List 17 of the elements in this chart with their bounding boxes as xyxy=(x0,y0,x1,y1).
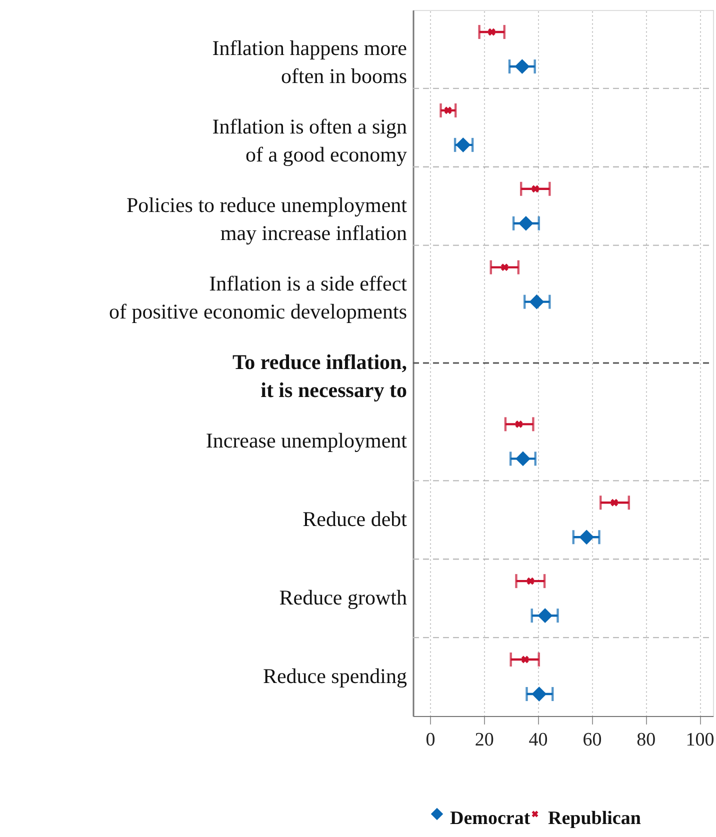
x-tick-label: 20 xyxy=(474,730,494,750)
x-tick-label: 60 xyxy=(582,730,602,750)
y-tick-label: Increase unemployment xyxy=(206,428,408,452)
legend-label: Republican xyxy=(548,808,642,829)
x-tick-label: 80 xyxy=(636,730,656,750)
x-tick-label: 100 xyxy=(686,730,714,750)
y-tick-label: Inflation happens more often in booms xyxy=(212,36,407,88)
y-tick-label: Inflation is a side effect of positive economic developments xyxy=(108,272,408,324)
y-tick-label: Reduce growth xyxy=(279,585,408,610)
legend-label: Democrat xyxy=(450,808,531,829)
y-tick-label: Inflation is often a sign of a good economy xyxy=(212,114,408,167)
y-tick-label: Reduce debt xyxy=(302,506,408,531)
x-tick-label: 0 xyxy=(426,730,436,750)
y-tick-label: Policies to reduce unemployment may increase inflation xyxy=(126,193,408,246)
x-tick-label: 40 xyxy=(528,730,548,750)
y-tick-label: To reduce inflation, it is necessary to xyxy=(232,350,407,402)
y-tick-label: Reduce spending xyxy=(262,664,408,688)
